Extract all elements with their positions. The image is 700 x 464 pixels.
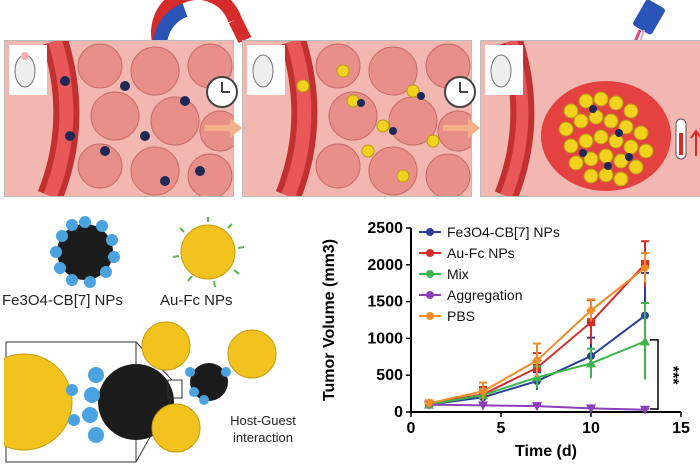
data-point [532,355,542,366]
tumor-volume-chart: 0 5 10 15 0 500 1000 1500 2000 2500 Time (d) Tumor … [321,220,690,460]
x-tick-label: 5 [497,420,506,437]
au-fc-nanoparticle [172,217,245,288]
fe3o4-nanoparticle [50,216,120,288]
legend-marker [426,270,434,278]
legend-marker [426,291,434,299]
aufc-label: Au-Fc NPs [160,292,233,309]
y-tick-label: 500 [376,367,403,384]
host-guest-illustration [4,321,277,463]
y-tick-label: 1500 [367,294,403,311]
legend-marker [426,249,434,257]
x-tick-label: 0 [407,420,416,437]
mouse-icon [14,52,36,88]
y-tick-label: 2000 [367,257,403,274]
data-point [587,318,595,327]
legend-label: Aggregation [447,287,523,303]
x-axis-label: Time (d) [515,443,577,460]
data-point [640,262,650,273]
clock-icon [443,76,480,138]
legend-marker [426,312,434,320]
y-axis-label: Tumor Volume (mm3) [321,239,338,401]
fe3o4-label: Fe3O4-CB[7] NPs [2,292,123,309]
hostguest-label: Host-Guest interaction [230,413,296,445]
clock-icon [205,76,242,138]
legend-label: Au-Fc NPs [447,245,515,261]
data-point [640,336,650,346]
data-point [586,305,596,316]
y-tick-label: 0 [394,404,403,421]
data-point [478,386,488,397]
data-point [586,358,596,368]
legend-label: Mix [447,266,469,282]
panel-aggregation-photothermal [480,40,700,197]
legend-label: PBS [447,308,475,324]
significance-bracket [650,339,659,410]
panel-au-fc-injection [242,40,472,197]
thermometer-icon [675,118,700,160]
significance-label: *** [664,366,681,385]
x-tick-label: 15 [672,420,690,437]
legend-marker [426,228,434,236]
data-point [640,405,650,415]
x-tick-label: 10 [582,420,600,437]
y-tick-label: 2500 [367,220,403,237]
legend-label: Fe3O4-CB[7] NPs [447,224,560,240]
data-point [424,398,434,409]
data-point [478,401,488,411]
y-tick-label: 1000 [367,330,403,347]
data-point [532,402,542,412]
data-point [586,404,596,414]
